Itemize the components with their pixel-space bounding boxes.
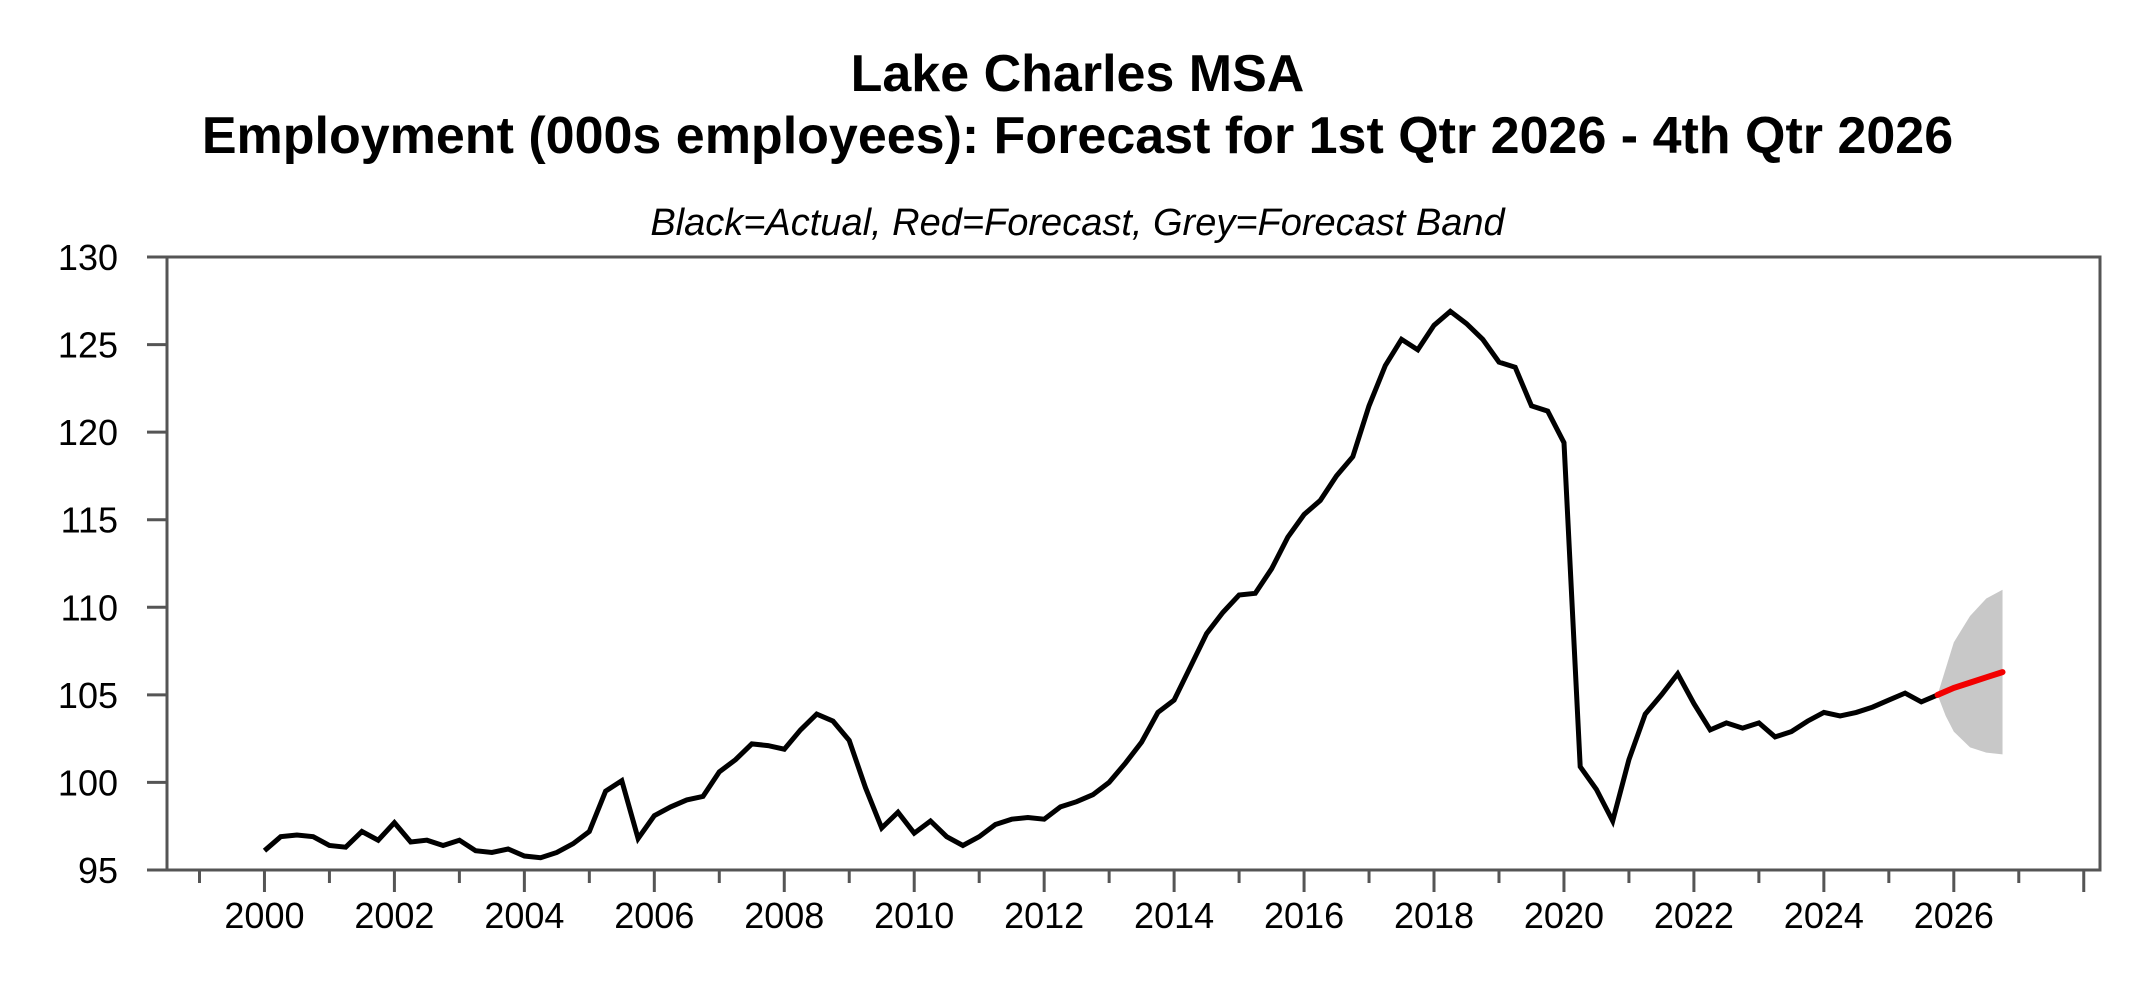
y-tick-label: 110 — [61, 587, 118, 628]
y-tick-label: 105 — [58, 675, 118, 716]
x-tick-label: 2018 — [1394, 895, 1474, 936]
y-tick-label: 130 — [58, 237, 118, 278]
x-tick-label: 2004 — [484, 895, 564, 936]
forecast-series-line — [1934, 669, 2006, 698]
x-tick-label: 2014 — [1134, 895, 1214, 936]
x-tick-label: 2006 — [614, 895, 694, 936]
chart-title-line1: Lake Charles MSA — [850, 45, 1305, 103]
y-tick-label: 120 — [58, 412, 118, 453]
x-tick-label: 2002 — [354, 895, 434, 936]
chart-title-line2: Employment (000s employees): Forecast fo… — [201, 107, 1954, 165]
y-tick-label: 100 — [58, 762, 118, 803]
y-axis: 95 100 105 110 115 120 125 130 — [58, 237, 167, 891]
x-tick-label: 2022 — [1654, 895, 1734, 936]
plot-frame — [165, 255, 2102, 872]
x-tick-label: 2010 — [874, 895, 954, 936]
x-tick-label: 2008 — [744, 895, 824, 936]
x-tick-label: 2016 — [1264, 895, 1344, 936]
y-tick-label: 115 — [61, 500, 118, 541]
x-tick-label: 2000 — [224, 895, 304, 936]
forecast-band-group — [1937, 589, 2003, 755]
chart-legend-note: Black=Actual, Red=Forecast, Grey=Forecas… — [650, 202, 1505, 244]
x-tick-label: 2024 — [1784, 895, 1864, 936]
x-tick-label: 2020 — [1524, 895, 1604, 936]
forecast-band-area — [1937, 589, 2003, 755]
x-tick-label: 2026 — [1914, 895, 1994, 936]
x-axis: 2000 2002 2004 2006 2008 2010 2012 2014 2016 2018… — [197, 870, 2086, 936]
x-tick-label: 2012 — [1004, 895, 1084, 936]
y-tick-label: 95 — [78, 850, 118, 891]
actual-series-line — [262, 308, 1939, 861]
y-tick-label: 125 — [58, 325, 118, 366]
